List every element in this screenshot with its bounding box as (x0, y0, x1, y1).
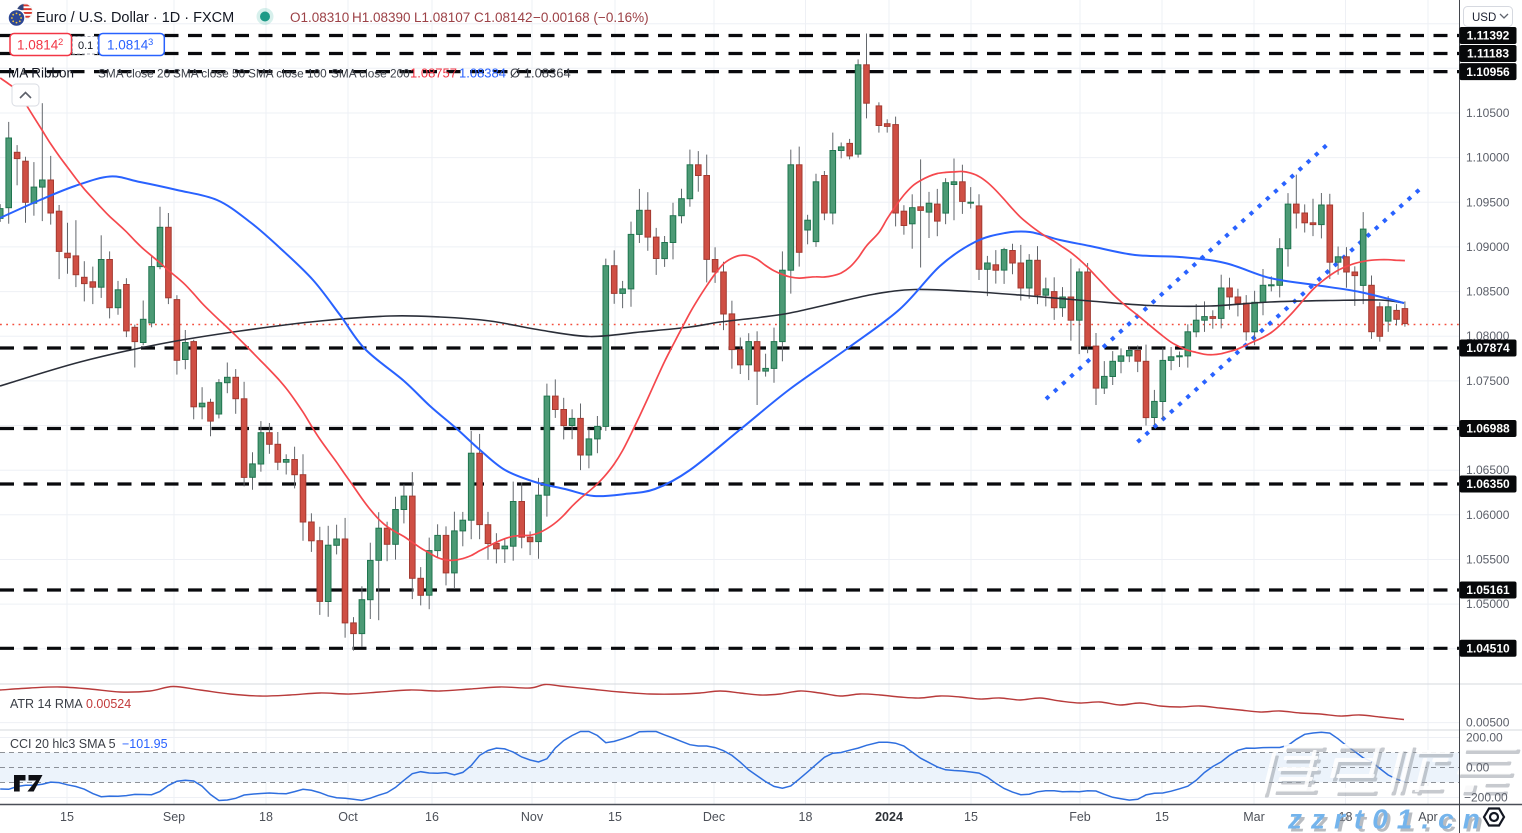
svg-text:1.08384: 1.08384 (459, 66, 506, 81)
svg-text:Feb: Feb (1069, 810, 1091, 824)
svg-text:16: 16 (425, 810, 439, 824)
svg-text:18: 18 (799, 810, 813, 824)
svg-text:15: 15 (964, 810, 978, 824)
svg-text:1.05161: 1.05161 (1466, 583, 1510, 597)
svg-text:1.06000: 1.06000 (1466, 508, 1510, 522)
svg-text:1.09000: 1.09000 (1466, 240, 1510, 254)
svg-text:3: 3 (148, 37, 153, 48)
svg-text:Nov: Nov (521, 810, 544, 824)
svg-text:18: 18 (1339, 810, 1353, 824)
svg-text:1.11392: 1.11392 (1467, 29, 1510, 43)
svg-text:Mar: Mar (1243, 810, 1265, 824)
svg-text:CCI 20 hlc3 SMA 5: CCI 20 hlc3 SMA 5 (10, 737, 116, 751)
svg-text:Dec: Dec (703, 810, 725, 824)
svg-text:1.10500: 1.10500 (1466, 106, 1510, 120)
svg-text:1.0814: 1.0814 (107, 38, 149, 53)
svg-text:2: 2 (58, 37, 63, 48)
svg-text:zzrt01.cn: zzrt01.cn (1287, 804, 1489, 833)
svg-text:1.10956: 1.10956 (1466, 65, 1510, 79)
svg-text:15: 15 (608, 810, 622, 824)
svg-text:C1.08142: C1.08142 (474, 10, 533, 25)
svg-text:1.06988: 1.06988 (1466, 422, 1510, 436)
svg-text:−101.95: −101.95 (122, 737, 168, 751)
svg-text:H1.08390: H1.08390 (352, 10, 411, 25)
svg-text:1.08757: 1.08757 (410, 66, 457, 81)
svg-text:Ø 1.08364: Ø 1.08364 (510, 66, 571, 81)
svg-text:1.07500: 1.07500 (1466, 374, 1510, 388)
svg-text:2024: 2024 (875, 810, 903, 824)
svg-text:1.05500: 1.05500 (1466, 553, 1510, 567)
svg-text:ATR 14 RMA: ATR 14 RMA (10, 697, 83, 711)
svg-text:USD: USD (1472, 12, 1496, 24)
svg-text:Sep: Sep (163, 810, 185, 824)
svg-text:MA Ribbon: MA Ribbon (8, 66, 74, 81)
svg-text:1.11183: 1.11183 (1467, 47, 1509, 61)
svg-text:18: 18 (259, 810, 273, 824)
svg-text:0.00524: 0.00524 (86, 697, 131, 711)
svg-text:0.00500: 0.00500 (1466, 716, 1510, 730)
svg-text:−200.00: −200.00 (1464, 791, 1508, 805)
svg-text:1.04510: 1.04510 (1466, 642, 1510, 656)
svg-text:L1.08107: L1.08107 (414, 10, 470, 25)
svg-text:Oct: Oct (338, 810, 358, 824)
svg-text:SMA close 50: SMA close 50 (173, 67, 246, 81)
svg-text:SMA close 20: SMA close 20 (98, 67, 171, 81)
svg-text:200.00: 200.00 (1466, 731, 1503, 745)
svg-text:Euro / U.S. Dollar · 1D · FXCM: Euro / U.S. Dollar · 1D · FXCM (36, 10, 234, 26)
svg-text:O1.08310: O1.08310 (290, 10, 349, 25)
svg-text:0.00: 0.00 (1466, 761, 1490, 775)
svg-text:15: 15 (60, 810, 74, 824)
svg-text:zzrt01.cn: zzrt01.cn (1290, 807, 1492, 833)
svg-text:SMA close 200: SMA close 200 (331, 67, 410, 81)
svg-text:Apr: Apr (1418, 810, 1437, 824)
svg-text:1.09500: 1.09500 (1466, 195, 1510, 209)
svg-text:1.0814: 1.0814 (17, 38, 59, 53)
svg-text:1.07874: 1.07874 (1466, 341, 1510, 355)
svg-text:1.06350: 1.06350 (1466, 477, 1510, 491)
svg-text:−0.00168 (−0.16%): −0.00168 (−0.16%) (533, 10, 649, 25)
svg-text:0.1: 0.1 (78, 40, 93, 52)
svg-text:1.05000: 1.05000 (1466, 597, 1510, 611)
svg-text:1.10000: 1.10000 (1466, 151, 1510, 165)
svg-text:1.06500: 1.06500 (1466, 463, 1510, 477)
svg-text:15: 15 (1155, 810, 1169, 824)
svg-text:1.08500: 1.08500 (1466, 285, 1510, 299)
svg-text:SMA close 100: SMA close 100 (248, 67, 327, 81)
